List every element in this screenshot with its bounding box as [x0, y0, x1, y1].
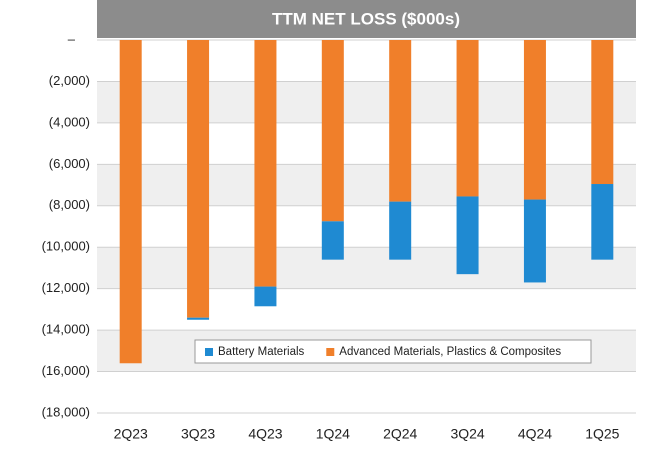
x-tick-label: 1Q25 — [585, 426, 619, 442]
x-tick-label: 3Q23 — [181, 426, 215, 442]
y-tick-label: (18,000) — [42, 404, 90, 419]
legend-swatch — [205, 348, 213, 356]
bar-segment — [119, 40, 142, 364]
legend-label: Advanced Materials, Plastics & Composite… — [339, 346, 561, 358]
legend-swatch — [326, 348, 335, 356]
x-tick-label: 2Q23 — [114, 426, 148, 442]
bar-segment — [456, 196, 479, 275]
bar-segment — [254, 286, 277, 307]
grid-band — [97, 81, 636, 123]
grid-band — [97, 247, 636, 289]
bar-segment — [187, 40, 210, 318]
y-tick-label: (14,000) — [42, 322, 90, 337]
bar-segment — [591, 40, 614, 185]
bar-segment — [389, 201, 412, 260]
x-tick-label: 4Q24 — [518, 426, 552, 442]
bar-segment — [321, 40, 344, 222]
bar-segment — [321, 221, 344, 260]
y-tick-label: (6,000) — [49, 156, 90, 171]
title-banner — [97, 0, 636, 38]
bar-segment — [254, 40, 277, 287]
x-tick-label: 1Q24 — [316, 426, 350, 442]
y-tick-label: (12,000) — [42, 280, 90, 295]
x-tick-label: 2Q24 — [383, 426, 417, 442]
bar-segment — [456, 40, 479, 197]
bar-segment — [389, 40, 412, 202]
y-tick-label: (16,000) — [42, 363, 90, 378]
y-tick-label: (8,000) — [49, 197, 90, 212]
y-tick-label: – — [68, 31, 76, 46]
bar-segment — [523, 40, 546, 200]
y-tick-label: (4,000) — [49, 114, 90, 129]
x-tick-label: 4Q23 — [248, 426, 282, 442]
bar-segment — [591, 184, 614, 260]
legend-box — [194, 339, 592, 364]
chart-title: TTM NET LOSS ($000s) — [272, 9, 460, 28]
bar-segment — [187, 317, 210, 320]
legend-label: Battery Materials — [218, 346, 305, 358]
x-tick-label: 3Q24 — [450, 426, 484, 442]
y-tick-label: (2,000) — [49, 73, 90, 88]
y-tick-label: (10,000) — [42, 239, 90, 254]
grid-band — [97, 164, 636, 206]
bar-segment — [523, 199, 546, 283]
